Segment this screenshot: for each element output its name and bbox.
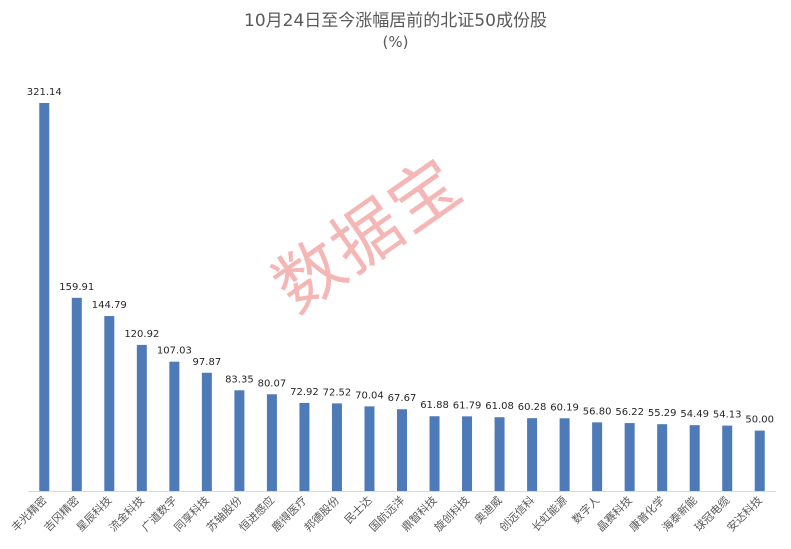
x-tick-label-5: 广道数字	[138, 493, 179, 534]
data-label-13: 61.88	[420, 400, 449, 411]
bar-18	[592, 422, 603, 491]
data-label-7: 83.35	[225, 374, 254, 385]
bar-15	[494, 417, 505, 491]
x-tick-label-12: 国航远洋	[366, 493, 407, 534]
bar-5	[169, 361, 180, 491]
bar-11	[364, 406, 375, 491]
chart-title: 10月24日至今涨幅居前的北证50成份股	[244, 11, 547, 31]
bar-19	[624, 423, 635, 491]
x-tick-label-4: 流金科技	[106, 493, 147, 534]
data-label-11: 70.04	[355, 390, 384, 401]
data-label-2: 159.91	[59, 282, 94, 293]
x-tick-label-7: 苏轴股份	[204, 493, 245, 534]
bar-21	[689, 425, 700, 491]
data-label-16: 60.28	[518, 402, 547, 413]
x-tick-label-6: 同享科技	[171, 493, 212, 534]
bar-16	[527, 418, 538, 491]
data-label-9: 72.92	[290, 387, 319, 398]
bar-2	[71, 297, 82, 491]
data-label-19: 56.22	[615, 407, 644, 418]
data-label-22: 54.13	[713, 410, 742, 421]
data-label-14: 61.79	[453, 400, 482, 411]
bar-20	[657, 424, 668, 491]
bar-13	[429, 416, 440, 491]
data-label-23: 50.00	[745, 415, 774, 426]
data-label-17: 60.19	[550, 402, 579, 413]
bar-9	[299, 402, 310, 491]
x-tick-label-17: 长虹能源	[529, 493, 570, 534]
bar-8	[266, 394, 277, 491]
data-label-3: 144.79	[92, 300, 127, 311]
data-label-8: 80.07	[258, 378, 287, 389]
x-tick-label-22: 球冠电缆	[691, 493, 732, 534]
x-tick-label-20: 康普化学	[626, 493, 667, 534]
bar-23	[754, 430, 765, 491]
bar-10	[331, 403, 342, 491]
bar-22	[722, 425, 733, 491]
data-label-4: 120.92	[124, 329, 159, 340]
bar-17	[559, 418, 570, 491]
data-label-18: 56.80	[583, 406, 612, 417]
data-label-6: 97.87	[193, 357, 222, 368]
chart-subtitle: (%)	[382, 33, 409, 51]
x-tick-label-9: 鹿得医疗	[269, 493, 310, 534]
bar-12	[397, 409, 407, 491]
bar-7	[234, 390, 245, 491]
data-label-15: 61.08	[485, 401, 514, 412]
x-tick-label-2: 吉冈精密	[41, 493, 82, 534]
data-label-5: 107.03	[157, 346, 192, 357]
x-tick-label-14: 旋创科技	[431, 493, 472, 534]
data-label-1: 321.14	[27, 87, 62, 98]
bar-6	[201, 372, 212, 491]
bar-1	[39, 103, 50, 491]
x-tick-label-10: 邦德股份	[301, 493, 342, 534]
data-label-10: 72.52	[323, 387, 352, 398]
x-tick-label-19: 晶赛科技	[594, 493, 635, 534]
x-tick-label-23: 安达科技	[724, 493, 765, 534]
bar-4	[136, 344, 147, 491]
x-tick-label-1: 丰光精密	[8, 493, 49, 534]
data-label-12: 67.67	[388, 393, 417, 404]
bar-14	[462, 416, 473, 491]
data-label-21: 54.49	[680, 409, 709, 420]
bar-3	[104, 316, 115, 491]
data-label-20: 55.29	[648, 408, 677, 419]
